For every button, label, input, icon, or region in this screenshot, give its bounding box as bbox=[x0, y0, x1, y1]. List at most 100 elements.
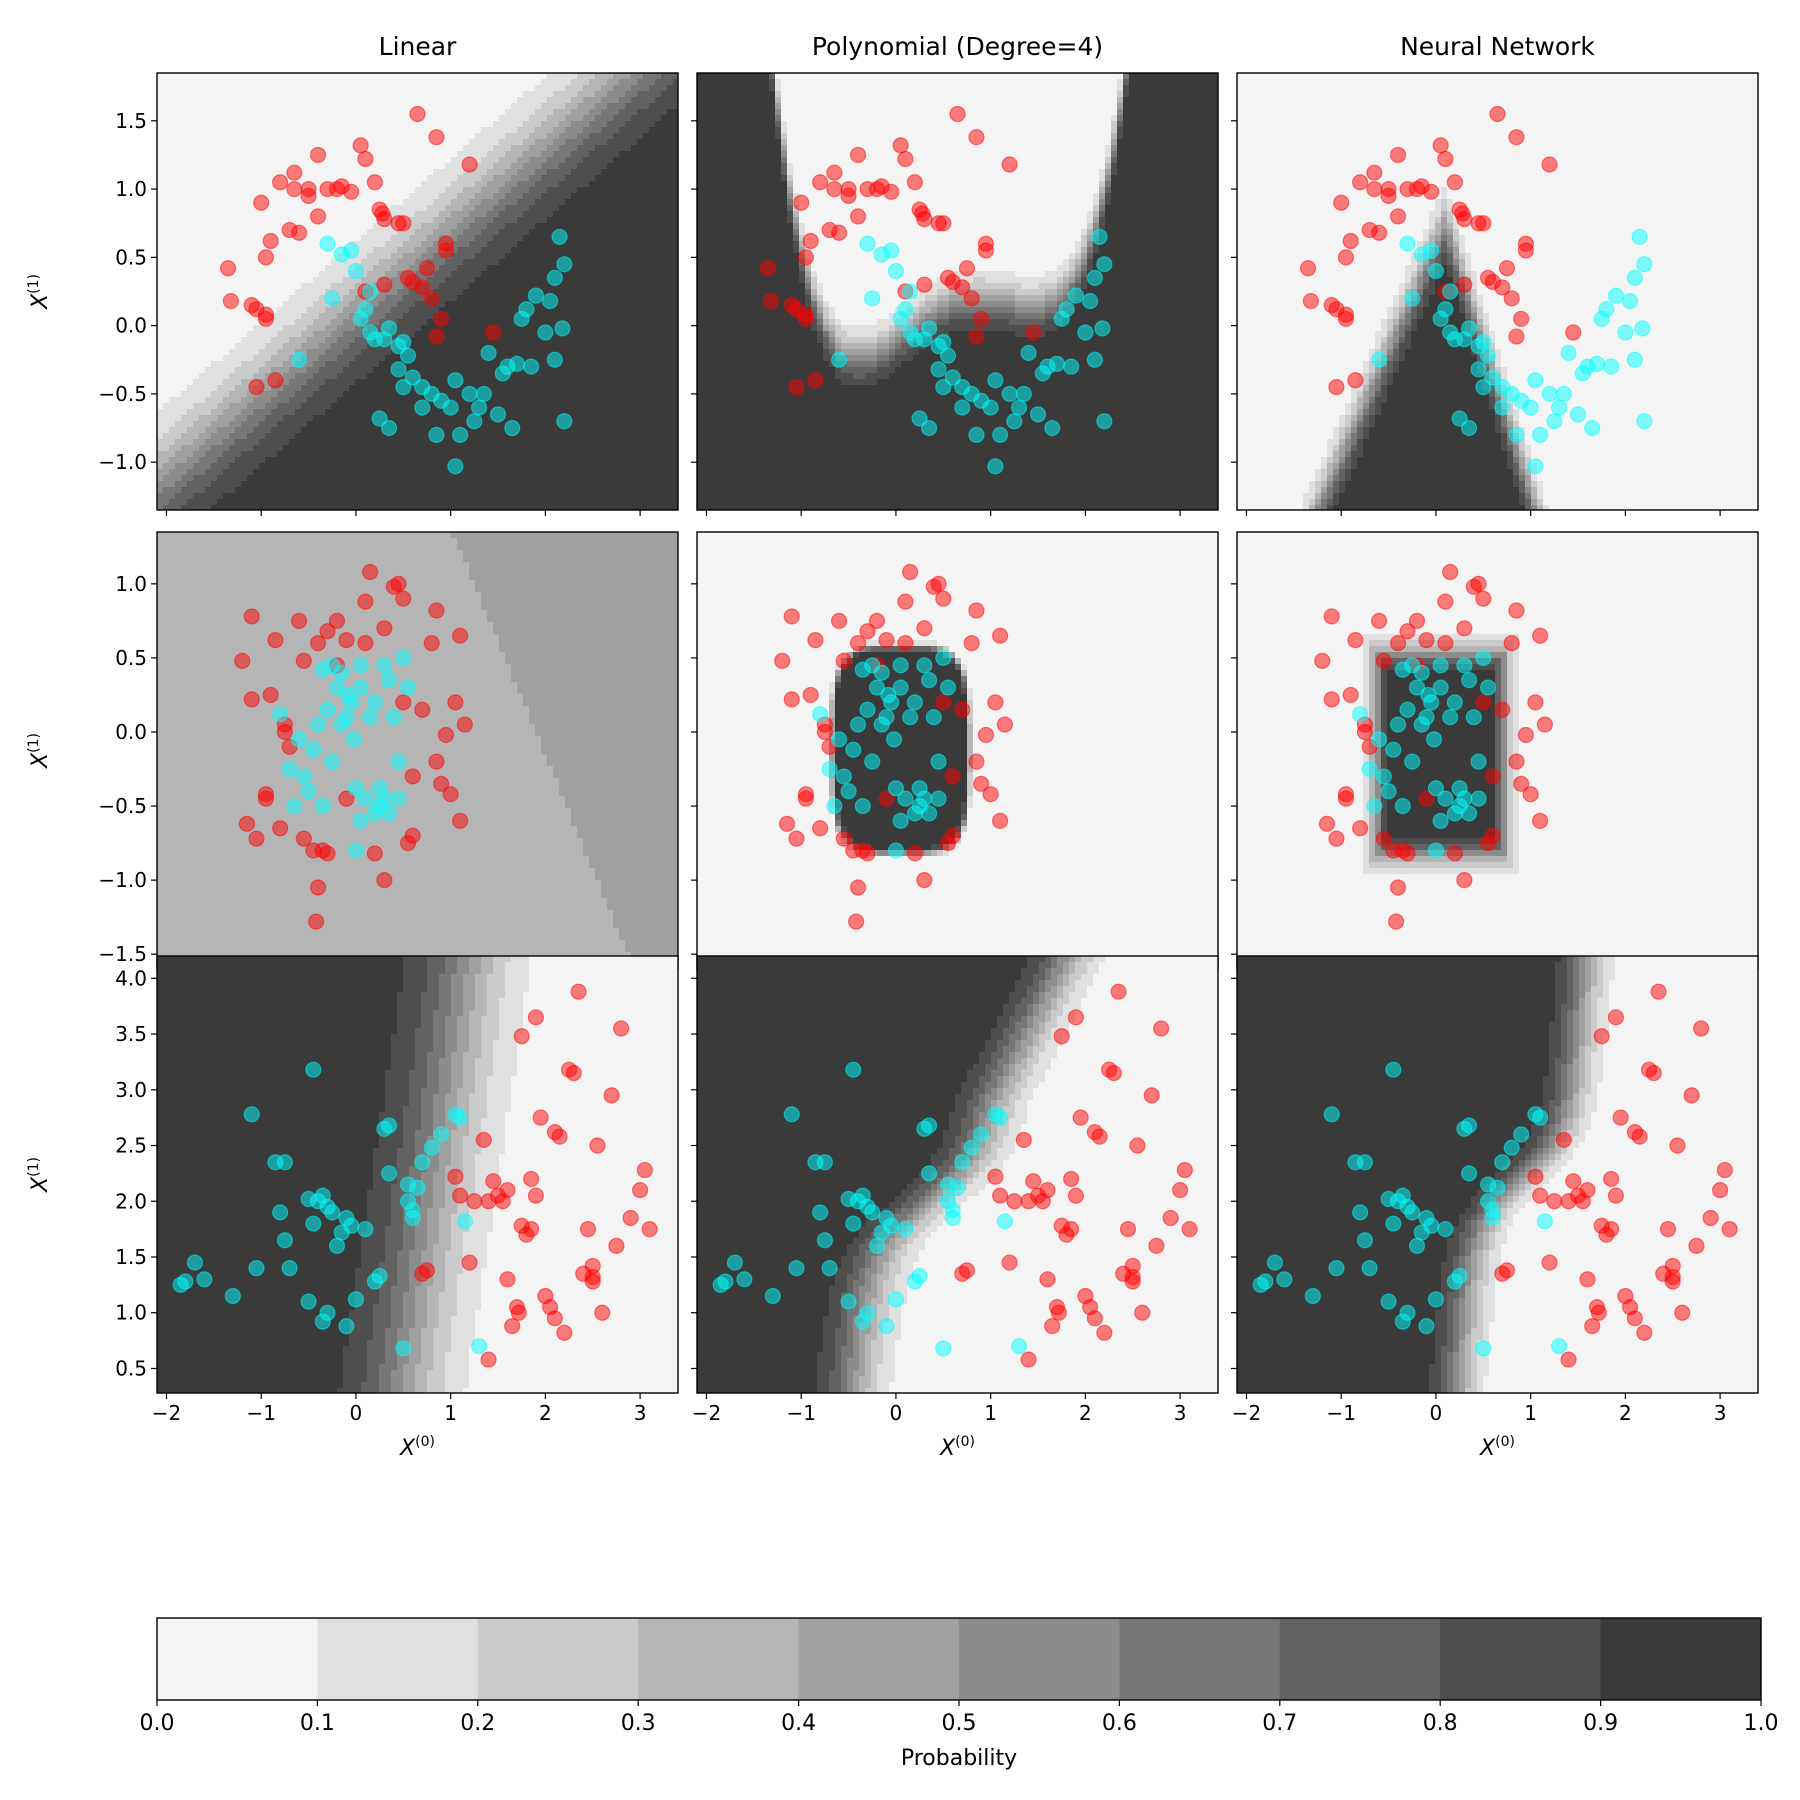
point-class0 bbox=[513, 1028, 530, 1045]
point-class0 bbox=[1119, 1221, 1137, 1238]
point-class0 bbox=[414, 701, 431, 718]
point-class0 bbox=[523, 1170, 540, 1188]
scatter-points bbox=[774, 563, 1013, 930]
point-class0 bbox=[480, 1351, 497, 1368]
point-class0 bbox=[343, 183, 360, 200]
point-class1 bbox=[982, 399, 999, 416]
point-class1 bbox=[542, 292, 559, 310]
colorbar-tick-label: 0.7 bbox=[1262, 1711, 1297, 1736]
point-class0 bbox=[1342, 686, 1359, 704]
point-class1 bbox=[788, 1260, 805, 1277]
point-class1 bbox=[736, 1271, 753, 1288]
point-class1 bbox=[395, 1340, 412, 1357]
point-class1 bbox=[423, 1139, 440, 1156]
point-class1 bbox=[935, 1340, 952, 1357]
point-class0 bbox=[1593, 1028, 1610, 1045]
point-class1 bbox=[1451, 1267, 1468, 1285]
colorbar-segment bbox=[959, 1618, 1120, 1700]
point-class0 bbox=[1669, 1137, 1686, 1154]
point-class0 bbox=[352, 137, 369, 154]
point-class1 bbox=[338, 1318, 355, 1335]
scatter-points bbox=[759, 105, 1113, 475]
point-class0 bbox=[812, 820, 829, 837]
point-class0 bbox=[1532, 812, 1549, 829]
point-class1 bbox=[1385, 1061, 1402, 1078]
point-class1 bbox=[1460, 1165, 1478, 1182]
point-class1 bbox=[939, 1176, 957, 1193]
panel-circles-circles_linear: −1.5 −1.0 −0.5 0.0 0.5 1.0 X(1) bbox=[26, 531, 679, 975]
colorbar-tick-label: 0.5 bbox=[942, 1711, 977, 1736]
colorbar-tick-label: 0.0 bbox=[140, 1711, 175, 1736]
point-class1 bbox=[395, 378, 412, 396]
panel-blobs-blobs_nn: −2 −1 0 1 2 3 X(0) bbox=[1231, 955, 1759, 1461]
point-class0 bbox=[622, 1209, 639, 1227]
point-class1 bbox=[328, 1237, 346, 1254]
point-class1 bbox=[939, 347, 957, 364]
point-class1 bbox=[1389, 716, 1407, 733]
point-class0 bbox=[1565, 1173, 1582, 1190]
point-class1 bbox=[452, 426, 469, 443]
point-class0 bbox=[556, 1324, 573, 1341]
point-class1 bbox=[1617, 324, 1634, 341]
panel-circles-circles_poly bbox=[691, 531, 1219, 975]
point-class0 bbox=[996, 716, 1013, 733]
point-class1 bbox=[1550, 399, 1568, 416]
point-class0 bbox=[433, 310, 450, 327]
point-class1 bbox=[1370, 351, 1388, 368]
point-class0 bbox=[1380, 180, 1397, 198]
point-class1 bbox=[523, 358, 540, 375]
point-class1 bbox=[920, 1117, 938, 1134]
colorbar-label: Probability bbox=[901, 1746, 1017, 1771]
point-class0 bbox=[783, 691, 800, 708]
point-class1 bbox=[992, 1109, 1009, 1126]
point-class0 bbox=[510, 1304, 527, 1321]
point-class1 bbox=[840, 783, 857, 800]
point-class1 bbox=[414, 399, 431, 416]
point-class1 bbox=[883, 242, 900, 259]
point-class1 bbox=[1077, 324, 1094, 341]
point-class0 bbox=[1584, 1318, 1601, 1335]
point-class1 bbox=[1598, 301, 1615, 318]
point-class0 bbox=[1020, 1351, 1037, 1368]
point-class1 bbox=[1356, 1154, 1373, 1171]
point-class1 bbox=[324, 1204, 341, 1221]
point-class1 bbox=[812, 706, 829, 723]
point-class0 bbox=[523, 1221, 540, 1238]
point-class1 bbox=[1006, 413, 1023, 430]
point-class0 bbox=[1375, 830, 1392, 847]
point-class0 bbox=[504, 1318, 521, 1335]
point-class1 bbox=[920, 419, 938, 437]
point-class1 bbox=[343, 242, 360, 259]
y-tick-label: 0.5 bbox=[115, 1356, 147, 1380]
colorbar-segment bbox=[477, 1618, 639, 1700]
point-class1 bbox=[1569, 406, 1587, 423]
point-class0 bbox=[1475, 215, 1492, 232]
y-tick-label: −0.5 bbox=[98, 382, 147, 406]
point-class1 bbox=[480, 344, 497, 362]
point-class0 bbox=[608, 1237, 625, 1254]
point-class1 bbox=[442, 399, 459, 416]
point-class0 bbox=[1176, 1161, 1193, 1179]
point-class1 bbox=[1626, 351, 1643, 368]
point-class1 bbox=[954, 399, 971, 416]
panel-blobs-blobs_poly: −2 −1 0 1 2 3 X(0) bbox=[691, 955, 1219, 1461]
point-class1 bbox=[1527, 372, 1544, 389]
point-class1 bbox=[854, 797, 871, 815]
colorbar-segment bbox=[1119, 1618, 1281, 1700]
point-class1 bbox=[447, 458, 464, 475]
point-class0 bbox=[1352, 174, 1369, 191]
point-class1 bbox=[551, 228, 568, 245]
point-class1 bbox=[1020, 344, 1037, 362]
point-class1 bbox=[1394, 797, 1411, 815]
point-class1 bbox=[935, 649, 952, 667]
point-class0 bbox=[848, 913, 865, 930]
point-class1 bbox=[1622, 292, 1639, 310]
point-class1 bbox=[887, 780, 905, 797]
point-class1 bbox=[395, 333, 412, 351]
point-class1 bbox=[845, 741, 862, 758]
point-class1 bbox=[1446, 694, 1463, 711]
point-class1 bbox=[328, 679, 346, 696]
point-class1 bbox=[475, 385, 492, 403]
point-class1 bbox=[1546, 413, 1563, 430]
point-class0 bbox=[1517, 726, 1535, 744]
